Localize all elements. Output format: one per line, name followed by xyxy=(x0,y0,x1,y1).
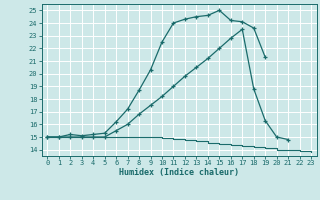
X-axis label: Humidex (Indice chaleur): Humidex (Indice chaleur) xyxy=(119,168,239,177)
